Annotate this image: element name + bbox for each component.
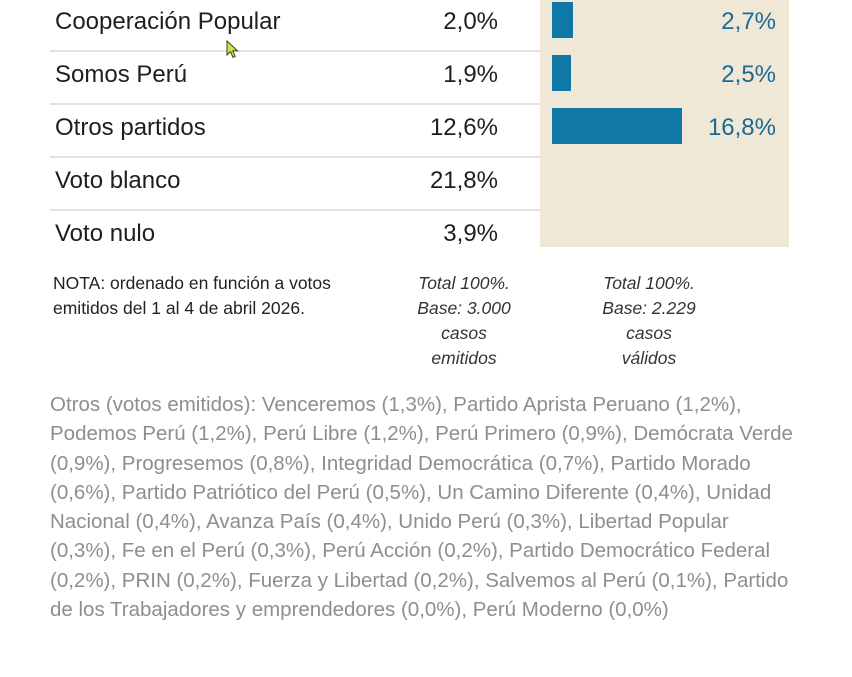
other-parties-text: Otros (votos emitidos): Venceremos (1,3%… — [50, 393, 793, 622]
note-text: NOTA: ordenado en función a votos emitid… — [53, 273, 331, 318]
valid-percentage: 2,5% — [721, 61, 776, 88]
emitted-base-note: Total 100%. Base: 3.000 casos emitidos — [399, 271, 529, 371]
table-row: Otros partidos 12,6% 16,8% — [50, 105, 789, 158]
row-divider — [50, 50, 540, 52]
mouse-cursor-icon — [226, 40, 239, 59]
valid-vote-bar — [552, 108, 682, 144]
emitted-percentage: 12,6% — [429, 114, 498, 141]
emitted-base-line: casos — [441, 323, 487, 343]
valid-base-line: casos — [626, 323, 672, 343]
emitted-base-line: Total 100%. — [418, 273, 510, 293]
valid-base-note: Total 100%. Base: 2.229 casos válidos — [584, 271, 714, 371]
party-name: Voto blanco — [55, 167, 181, 194]
row-divider — [50, 103, 540, 105]
party-name: Cooperación Popular — [55, 8, 281, 35]
emitted-base-line: emitidos — [431, 348, 497, 368]
emitted-percentage: 2,0% — [443, 8, 498, 35]
party-name: Somos Perú — [55, 61, 188, 88]
valid-base-line: Base: 2.229 — [602, 298, 696, 318]
emitted-percentage: 3,9% — [443, 220, 498, 247]
valid-base-line: Total 100%. — [603, 273, 695, 293]
valid-vote-bar — [552, 55, 571, 91]
row-divider — [50, 156, 540, 158]
table-row: Somos Perú 1,9% 2,5% — [50, 52, 789, 105]
party-name: Voto nulo — [55, 220, 156, 247]
table-row: Cooperación Popular 2,0% 2,7% — [50, 0, 789, 52]
emitted-base-line: Base: 3.000 — [417, 298, 511, 318]
row-divider — [50, 209, 540, 211]
party-name: Otros partidos — [55, 114, 206, 141]
valid-vote-bar — [552, 2, 573, 38]
table-row: Voto nulo 3,9% — [50, 211, 789, 264]
table-row: Voto blanco 21,8% — [50, 158, 789, 211]
valid-percentage: 2,7% — [721, 8, 776, 35]
valid-base-line: válidos — [621, 348, 677, 368]
emitted-percentage: 21,8% — [429, 167, 498, 194]
valid-percentage: 16,8% — [707, 114, 776, 141]
emitted-percentage: 1,9% — [443, 61, 498, 88]
